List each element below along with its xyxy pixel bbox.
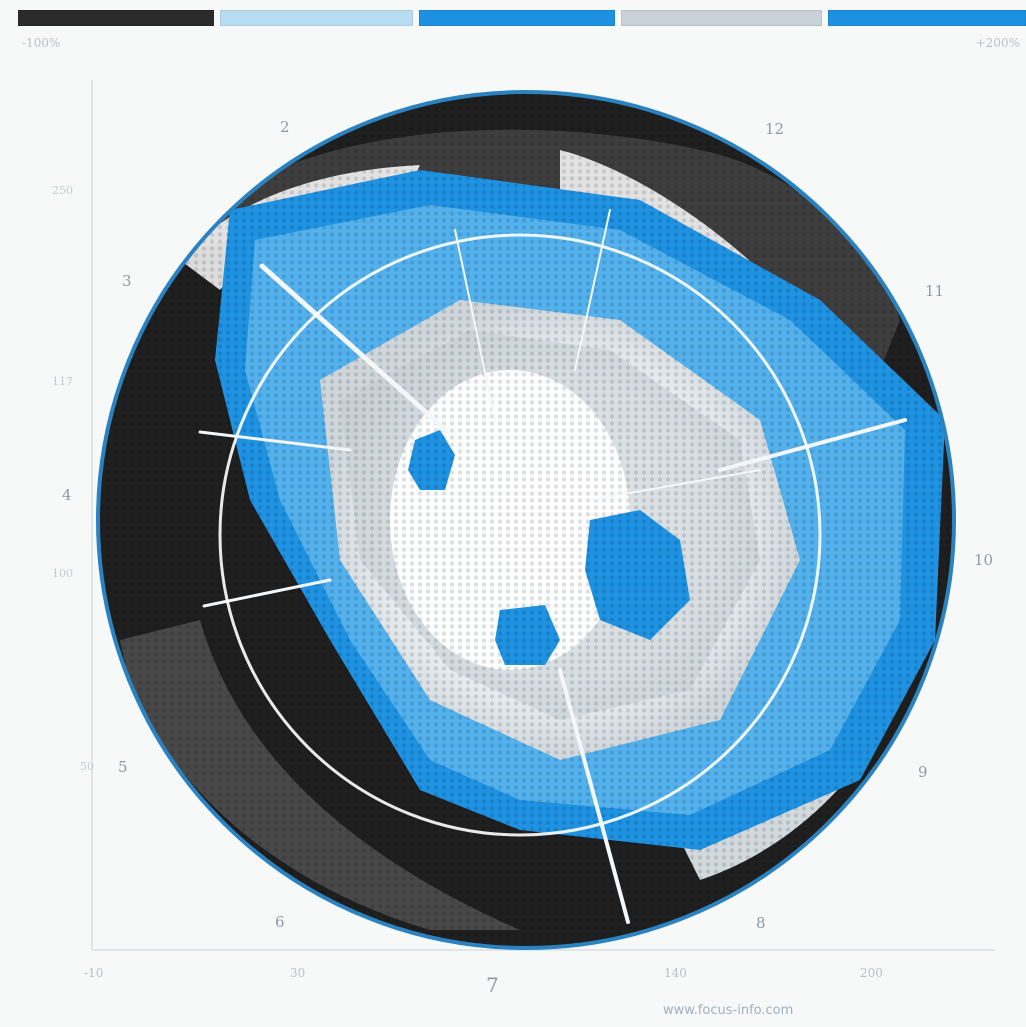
position-label-7: 7 [486,973,499,997]
position-label-10: 10 [974,551,994,569]
radial-lines [198,209,907,924]
disc-rim [96,90,956,950]
position-label-5: 5 [118,758,128,776]
scale-label-right: +200% [975,36,1020,50]
position-label-8: 8 [756,914,766,932]
scale-segment-light-blue [220,10,413,26]
position-label-6: 6 [275,913,285,931]
scale-segment-grey [621,10,822,26]
x-tick-1: 30 [290,966,306,980]
side-tick-4: 50 [80,760,94,773]
scale-segment-blue [418,10,616,26]
side-tick-3: 100 [52,567,73,580]
scale-label-left: -100% [22,36,61,50]
position-label-9: 9 [918,763,928,781]
position-label-3: 3 [122,272,132,290]
disc-content [98,92,954,948]
side-tick-1: 117 [52,375,73,388]
color-scale-bar [18,10,1026,26]
position-label-2: 2 [280,118,290,136]
x-tick-3: 200 [860,966,883,980]
x-tick-2: 140 [664,966,687,980]
x-tick-0: -10 [84,966,104,980]
inner-ring [218,233,822,837]
position-label-4: 4 [62,486,72,504]
position-label-12: 12 [765,120,785,138]
position-label-11: 11 [925,282,945,300]
scale-segment-dark [18,10,215,26]
watermark-text: www.focus-info.com [663,1003,794,1018]
side-tick-0: 250 [52,184,73,197]
